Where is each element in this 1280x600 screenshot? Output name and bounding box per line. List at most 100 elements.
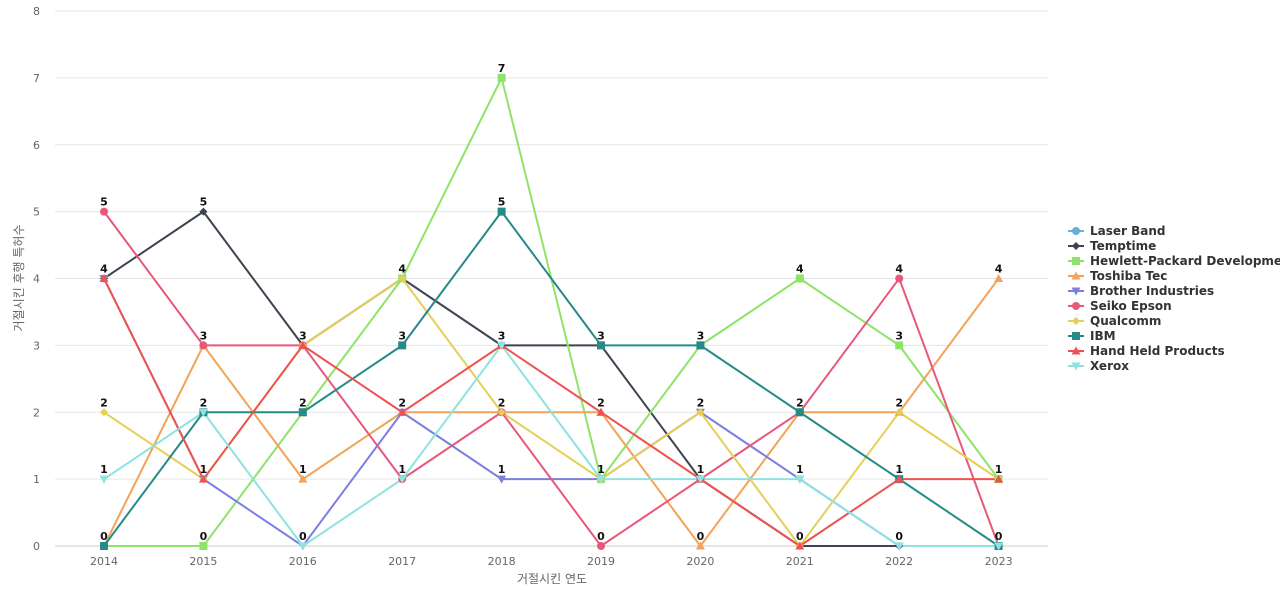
data-label: 0	[597, 530, 605, 543]
legend-item[interactable]: Seiko Epson	[1068, 299, 1172, 313]
legend-label: Seiko Epson	[1090, 299, 1172, 313]
data-label: 0	[200, 530, 208, 543]
y-tick-label: 8	[33, 5, 40, 18]
legend-label: Toshiba Tec	[1090, 269, 1167, 283]
data-point	[994, 542, 1004, 551]
series-line-xerox	[103, 344, 999, 547]
legend-marker	[1071, 362, 1081, 371]
data-label: 5	[100, 196, 108, 209]
data-point	[795, 274, 804, 283]
data-point	[894, 542, 904, 551]
legend-marker	[1071, 346, 1081, 355]
series-line-temptime	[103, 210, 999, 547]
data-point	[497, 475, 507, 484]
series-line-seiko-epson	[103, 211, 1000, 547]
data-point	[894, 474, 904, 483]
data-point	[795, 408, 804, 417]
legend-marker	[1072, 302, 1080, 310]
data-point	[497, 207, 506, 216]
data-point	[199, 341, 208, 350]
data-point	[398, 341, 407, 350]
data-point	[795, 475, 805, 484]
data-point	[100, 408, 108, 417]
data-label: 1	[995, 463, 1003, 476]
legend-item[interactable]: Xerox	[1068, 359, 1129, 373]
data-label: 4	[398, 263, 406, 276]
data-point	[199, 207, 208, 216]
data-label: 3	[200, 329, 208, 342]
series-markers	[99, 73, 1004, 551]
legend-marker	[1072, 242, 1080, 250]
data-point	[298, 542, 308, 551]
legend-label: Hand Held Products	[1090, 344, 1225, 358]
data-label: 1	[597, 463, 605, 476]
data-point	[695, 475, 705, 484]
data-point	[597, 542, 605, 550]
data-label: 2	[498, 396, 506, 409]
data-label: 3	[697, 329, 705, 342]
legend-item[interactable]: Qualcomm	[1068, 314, 1161, 328]
y-tick-label: 1	[33, 473, 40, 486]
legend-item[interactable]: Hand Held Products	[1068, 344, 1225, 358]
y-axis-ticks: 0 1 2 3 4 5 6 7 8	[33, 5, 40, 553]
data-point	[596, 407, 606, 416]
data-label: 0	[895, 530, 903, 543]
data-label: 0	[697, 530, 705, 543]
data-point	[99, 274, 109, 282]
y-axis-title: 거절시킨 후행 특허수	[11, 225, 26, 332]
data-point	[497, 408, 506, 417]
data-label: 2	[398, 396, 406, 409]
legend-marker	[1071, 271, 1081, 280]
x-tick-label: 2023	[985, 555, 1013, 568]
data-label: 1	[796, 463, 804, 476]
legend-item[interactable]: Laser Band	[1068, 224, 1166, 238]
data-point	[198, 408, 208, 417]
legend-label: Hewlett-Packard Development	[1090, 254, 1280, 268]
legend-label: Laser Band	[1090, 224, 1166, 238]
data-point	[994, 274, 1004, 282]
data-label: 0	[100, 530, 108, 543]
y-tick-label: 7	[33, 72, 40, 85]
data-label: 4	[995, 263, 1003, 276]
data-label: 2	[597, 396, 605, 409]
data-point	[397, 407, 407, 416]
data-label: 3	[498, 329, 506, 342]
legend-marker	[1071, 287, 1081, 296]
x-tick-label: 2021	[786, 555, 814, 568]
data-label: 3	[299, 329, 307, 342]
data-label: 1	[697, 463, 705, 476]
legend-item[interactable]: Hewlett-Packard Development	[1068, 254, 1280, 268]
data-label: 2	[697, 396, 705, 409]
y-tick-label: 6	[33, 139, 40, 152]
data-point	[497, 73, 506, 82]
x-tick-label: 2019	[587, 555, 615, 568]
legend-label: Xerox	[1090, 359, 1129, 373]
data-label: 1	[299, 463, 307, 476]
data-label: 5	[498, 196, 506, 209]
data-label: 0	[995, 530, 1003, 543]
legend-item[interactable]: Brother Industries	[1068, 284, 1214, 298]
data-point	[596, 475, 606, 484]
data-label: 1	[200, 463, 208, 476]
data-point	[994, 474, 1004, 483]
x-tick-label: 2020	[686, 555, 714, 568]
data-label: 1	[498, 463, 506, 476]
data-label: 4	[796, 263, 804, 276]
data-point	[298, 408, 307, 417]
y-tick-label: 3	[33, 339, 40, 352]
data-label: 2	[895, 396, 903, 409]
legend-item[interactable]: IBM	[1068, 329, 1116, 343]
x-tick-label: 2014	[90, 555, 118, 568]
legend-item[interactable]: Temptime	[1068, 239, 1156, 253]
legend-marker	[1072, 332, 1080, 340]
data-point	[100, 207, 108, 216]
data-label: 1	[895, 463, 903, 476]
data-point	[895, 408, 904, 417]
x-tick-label: 2017	[388, 555, 416, 568]
y-tick-label: 4	[33, 273, 40, 286]
legend-item[interactable]: Toshiba Tec	[1068, 269, 1167, 283]
data-label: 2	[200, 396, 208, 409]
x-tick-label: 2015	[189, 555, 217, 568]
